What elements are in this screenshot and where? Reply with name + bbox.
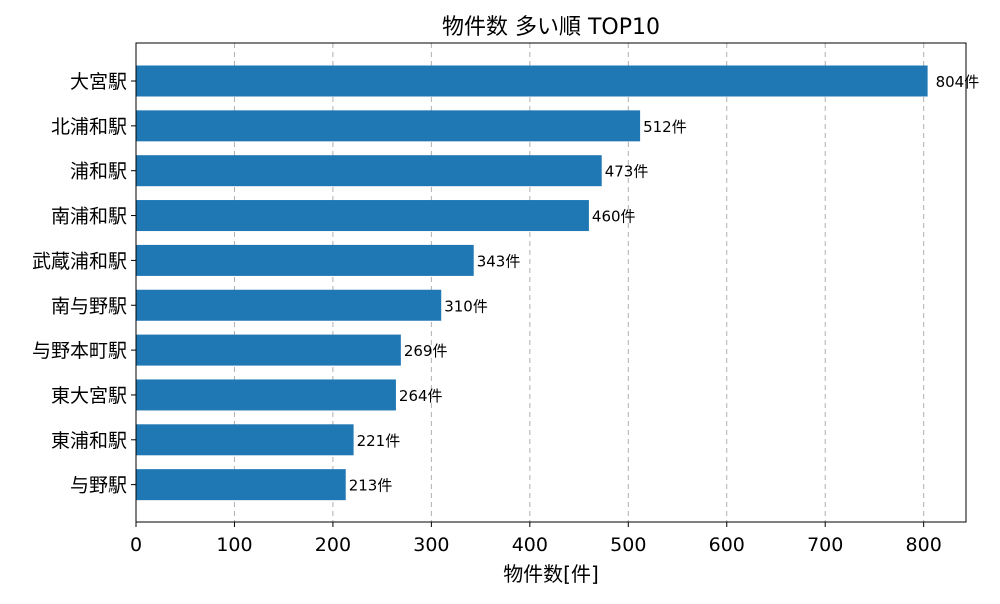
data-label: 264件: [399, 387, 443, 405]
category-label: 南与野駅: [51, 295, 127, 317]
bar: [136, 469, 346, 501]
bar: [136, 244, 474, 276]
data-label: 213件: [349, 477, 393, 495]
category-label: 南浦和駅: [51, 206, 127, 228]
bar: [136, 424, 354, 456]
bar: [136, 65, 928, 97]
data-label: 343件: [477, 252, 521, 270]
x-tick-label: 100: [216, 534, 252, 556]
bar: [136, 155, 602, 187]
bar: [136, 110, 641, 142]
category-label: 武蔵浦和駅: [32, 250, 127, 272]
bar: [136, 379, 396, 411]
data-label: 221件: [357, 432, 401, 450]
category-label: 大宮駅: [70, 71, 127, 93]
x-tick-label: 200: [315, 534, 351, 556]
x-tick-label: 500: [610, 534, 646, 556]
bar: [136, 200, 589, 232]
category-label: 与野本町駅: [32, 340, 127, 362]
data-labels: 804件 512件 473件 460件 343件 310件 269件 264件 221件 213件: [349, 73, 980, 495]
x-tick-label: 300: [413, 534, 449, 556]
chart-title: 物件数 多い順 TOP10: [442, 15, 660, 40]
category-label: 東浦和駅: [51, 430, 127, 452]
data-label: 473件: [605, 163, 649, 181]
bar: [136, 289, 442, 321]
bar: [136, 334, 401, 366]
data-label: 310件: [444, 297, 488, 315]
x-tick-label: 800: [906, 534, 942, 556]
x-axis-label: 物件数[件]: [503, 562, 599, 586]
category-label: 東大宮駅: [51, 385, 127, 407]
data-label: 512件: [643, 118, 687, 136]
category-label: 北浦和駅: [51, 116, 127, 138]
x-tick-label: 600: [709, 534, 745, 556]
data-label: 269件: [404, 342, 448, 360]
category-label: 浦和駅: [70, 161, 127, 183]
x-tick-label: 700: [807, 534, 843, 556]
x-tick-label: 400: [512, 534, 548, 556]
bars: [136, 65, 928, 501]
x-axis-ticks: 0 100 200 300 400 500 600 700 800: [130, 522, 942, 556]
data-label: 460件: [592, 208, 636, 226]
x-tick-label: 0: [130, 534, 142, 556]
plot-frame: [135, 42, 967, 523]
data-label: 804件: [936, 73, 980, 91]
category-label: 与野駅: [70, 475, 127, 497]
